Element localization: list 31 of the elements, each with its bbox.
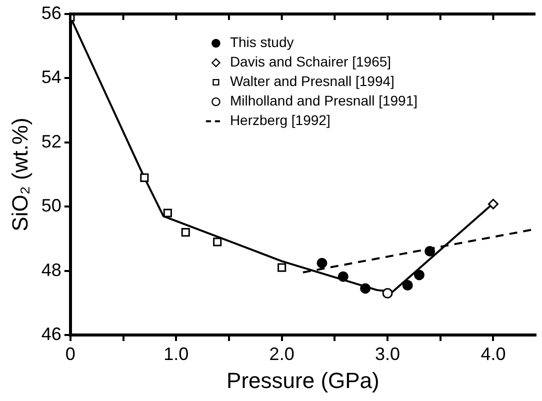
legend-label: Davis and Schairer [1965] <box>230 54 392 70</box>
point <box>382 288 393 299</box>
point <box>414 270 424 280</box>
y-tick-label: 50 <box>41 196 62 216</box>
x-tick-label: 2.0 <box>269 344 294 364</box>
point <box>488 198 498 210</box>
point <box>402 280 413 290</box>
point <box>140 173 149 182</box>
y-tick-label: 46 <box>41 324 62 344</box>
point <box>360 283 371 294</box>
legend-label: Milholland and Presnall [1991] <box>230 92 418 109</box>
x-tick-label: 1.0 <box>164 344 189 364</box>
point <box>338 271 348 282</box>
y-tick-label: 52 <box>41 131 62 152</box>
point <box>316 258 328 268</box>
point <box>278 263 286 272</box>
x-tick-label: 3.0 <box>375 344 400 364</box>
y-tick-label: 48 <box>41 260 62 280</box>
point <box>163 208 172 218</box>
x-axis-title: Pressure (GPa) <box>226 368 380 393</box>
legend-label: Herzberg [1992] <box>230 112 330 128</box>
x-tick-label: 0 <box>65 344 76 364</box>
y-tick-label: 54 <box>41 67 62 88</box>
legend-label: This study <box>230 34 294 50</box>
y-axis-title: SiO₂ (wt.%) <box>7 118 32 232</box>
point <box>424 246 436 256</box>
point <box>213 238 222 246</box>
legend-label: Walter and Presnall [1994] <box>230 73 394 90</box>
y-tick-label: 56 <box>41 2 62 23</box>
x-tick-label: 4.0 <box>480 344 506 364</box>
point <box>181 228 190 237</box>
